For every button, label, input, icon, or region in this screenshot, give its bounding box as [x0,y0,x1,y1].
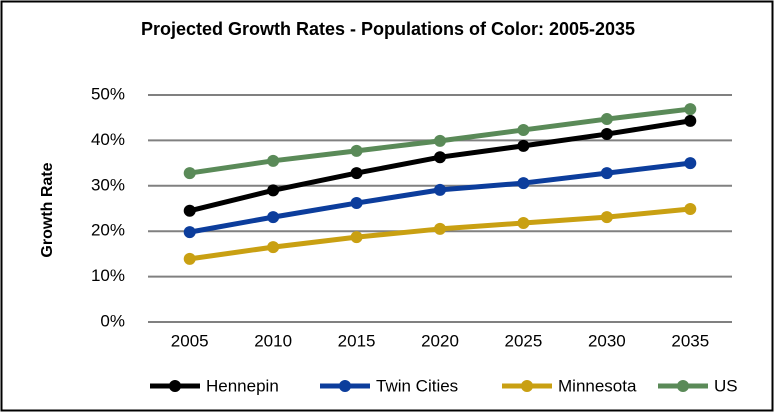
point [517,139,530,152]
y-tick-label: 30% [91,175,125,194]
legend-label: Hennepin [206,376,279,395]
point [267,241,280,254]
x-tick-label: 2010 [254,331,292,350]
legend-label: US [714,376,738,395]
x-tick-label: 2005 [171,331,209,350]
point [350,197,363,210]
point [267,211,280,224]
point [517,177,530,190]
y-tick-label: 10% [91,266,125,285]
point [684,157,697,170]
point [183,252,196,265]
y-tick-label: 20% [91,221,125,240]
point [183,226,196,239]
y-axis-title: Growth Rate [39,162,56,257]
legend-label: Minnesota [558,376,637,395]
y-tick-label: 0% [100,311,125,330]
point [684,103,697,116]
legend-marker [521,380,533,392]
point [517,123,530,136]
legend-marker [677,380,689,392]
point [600,113,613,126]
legend-marker [339,380,351,392]
point [350,167,363,180]
x-tick-label: 2030 [588,331,626,350]
point [517,217,530,230]
y-tick-label: 40% [91,130,125,149]
point [350,144,363,157]
chart-title: Projected Growth Rates - Populations of … [141,19,635,39]
x-tick-label: 2035 [671,331,709,350]
point [434,183,446,196]
point [600,167,613,180]
x-tick-label: 2020 [421,331,459,350]
x-tick-label: 2015 [338,331,376,350]
point [434,222,446,235]
legend-marker [169,380,181,392]
point [267,154,280,167]
point [267,184,280,197]
point [434,151,446,164]
point [684,114,697,127]
y-tick-label: 50% [91,84,125,103]
point [183,167,196,180]
point [600,128,613,141]
point [684,202,697,215]
x-tick-label: 2025 [505,331,543,350]
point [350,231,363,244]
point [183,204,196,217]
point [600,211,613,224]
point [434,134,446,147]
legend-label: Twin Cities [376,376,458,395]
